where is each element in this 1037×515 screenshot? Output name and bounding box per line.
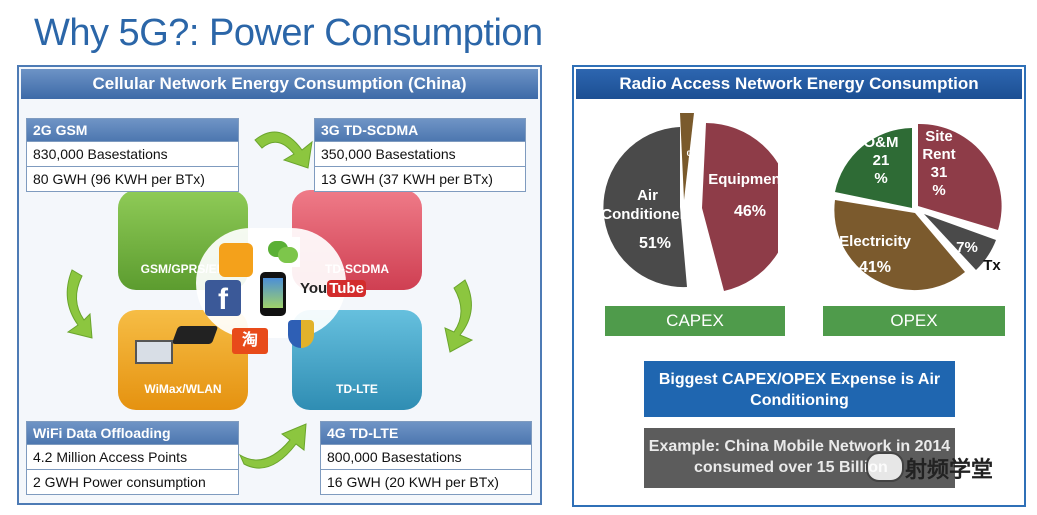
infobox-4g-title: 4G TD-LTE <box>321 422 531 444</box>
opex-slice-om <box>835 128 912 208</box>
opex-label-tx-pct: 7% <box>956 239 978 256</box>
opex-label-site-rent: Site Rent 31 % <box>922 128 956 199</box>
infobox-4g: 4G TD-LTE 800,000 Basestations 16 GWH (2… <box>320 421 532 495</box>
arrow-top-icon <box>254 131 313 169</box>
watermark-logo-icon <box>866 452 904 482</box>
infobox-3g-line2: 13 GWH (37 KWH per BTx) <box>315 166 525 191</box>
infobox-wifi-line2: 2 GWH Power consumption <box>27 469 238 494</box>
opex-label-electricity: Electricity <box>839 233 911 250</box>
wechat-icon <box>266 237 300 267</box>
cycle-arrows <box>66 131 474 469</box>
left-panel-header: Cellular Network Energy Consumption (Chi… <box>21 69 538 99</box>
infobox-2g-line2: 80 GWH (96 KWH per BTx) <box>27 166 238 191</box>
infobox-2g-title: 2G GSM <box>27 119 238 141</box>
infobox-wifi-line1: 4.2 Million Access Points <box>27 444 238 469</box>
facebook-icon: f <box>205 280 241 316</box>
capex-label-equipment: Equipment <box>708 171 786 188</box>
laptop-icon <box>135 340 173 364</box>
right-panel-header: Radio Access Network Energy Consumption <box>576 69 1022 99</box>
capex-slice-air-conditioners <box>603 127 687 288</box>
infobox-3g-line1: 350,000 Basestations <box>315 141 525 166</box>
capex-slice-equipment <box>702 123 778 291</box>
infobox-wifi-title: WiFi Data Offloading <box>27 422 238 444</box>
opex-slice-site-rent <box>918 123 1002 230</box>
arrow-left-icon <box>66 269 93 339</box>
capex-pie <box>603 113 778 291</box>
infobox-2g-line1: 830,000 Basestations <box>27 141 238 166</box>
opex-label: OPEX <box>823 306 1005 336</box>
callout-china-mobile: Example: China Mobile Network in 2014 co… <box>644 428 955 488</box>
opex-label-om: O&M 21 % <box>863 134 899 187</box>
opex-label-tx: Tx <box>983 257 1001 274</box>
capex-label-small: % <box>686 148 698 162</box>
opex-slice-tx <box>924 214 996 270</box>
arrow-bottom-icon <box>238 423 307 469</box>
capex-slice-small <box>680 113 694 200</box>
capex-label-air-pct: 51% <box>638 235 672 252</box>
infobox-4g-line1: 800,000 Basestations <box>321 444 531 469</box>
capex-label-air: Air Conditioners <box>601 187 694 223</box>
capex-label: CAPEX <box>605 306 785 336</box>
youtube-icon: You Tube <box>300 280 366 297</box>
tile-wimax-label: WiMax/WLAN <box>144 382 222 396</box>
opex-pie <box>834 123 1002 291</box>
infobox-4g-line2: 16 GWH (20 KWH per BTx) <box>321 469 531 494</box>
opex-label-electricity-pct: 41% <box>858 259 892 276</box>
shield-icon <box>288 320 314 348</box>
arrow-right-icon <box>444 279 474 353</box>
callout-air-conditioning: Biggest CAPEX/OPEX Expense is Air Condit… <box>644 361 955 417</box>
infobox-3g: 3G TD-SCDMA 350,000 Basestations 13 GWH … <box>314 118 526 192</box>
watermark-text: 射频学堂 <box>905 457 994 482</box>
tile-tdlte-label: TD-LTE <box>336 382 378 396</box>
infobox-2g: 2G GSM 830,000 Basestations 80 GWH (96 K… <box>26 118 239 192</box>
opex-slice-electricity <box>834 200 965 291</box>
infobox-wifi: WiFi Data Offloading 4.2 Million Access … <box>26 421 239 495</box>
slide-title: Why 5G?: Power Consumption <box>34 12 543 54</box>
capex-label-equipment-pct: 46% <box>733 203 767 220</box>
taobao-icon: 淘 <box>232 328 268 354</box>
phone-icon <box>260 272 286 316</box>
qq-icon <box>219 243 253 277</box>
infobox-3g-title: 3G TD-SCDMA <box>315 119 525 141</box>
